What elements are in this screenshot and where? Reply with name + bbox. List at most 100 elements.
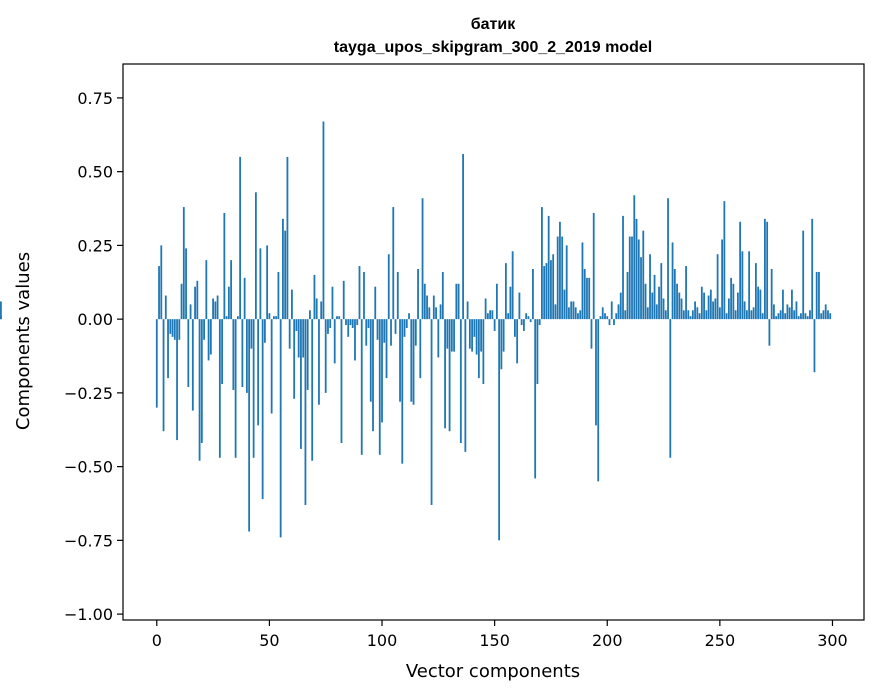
bar-174: [547, 215, 550, 320]
bar-279: [784, 313, 787, 320]
bar-99: [378, 319, 381, 455]
chart-title: батик: [471, 16, 516, 33]
bar-210: [628, 236, 631, 320]
bar-203: [613, 319, 615, 326]
bar-205: [617, 304, 620, 320]
bar-143: [477, 319, 480, 379]
y-tick-label: −1.00: [64, 605, 113, 624]
bar-106: [394, 319, 397, 334]
bar-218: [646, 307, 649, 320]
bar-35: [234, 319, 237, 458]
bar-166: [529, 319, 532, 323]
bar-168: [534, 319, 537, 479]
bar-163: [523, 319, 525, 331]
bar-228: [669, 319, 672, 458]
bar-96: [372, 319, 374, 432]
bar-45: [257, 319, 260, 426]
bar-72: [318, 319, 320, 405]
bar-8: [173, 319, 176, 340]
bar-197: [599, 316, 602, 320]
bar-213: [635, 218, 638, 320]
x-tick-label: 250: [705, 631, 736, 650]
bar-223: [658, 286, 660, 320]
bar-44: [254, 192, 257, 320]
bar-115: [414, 319, 417, 346]
bar-208: [624, 310, 627, 320]
bar-127: [441, 271, 444, 320]
bar-28: [218, 319, 221, 458]
bar-60: [291, 289, 293, 320]
bar-94: [367, 319, 370, 328]
bar-167: [532, 269, 534, 320]
bar-124: [435, 307, 437, 320]
bar-54: [277, 271, 280, 320]
bar-13: [185, 248, 187, 320]
y-axis-label: Components values: [13, 252, 34, 430]
bar-130: [448, 319, 451, 432]
bar-89: [356, 319, 359, 326]
bar-88: [354, 319, 356, 361]
bar-30: [223, 212, 226, 320]
bar-153: [500, 319, 503, 370]
bar-250: [718, 307, 721, 320]
bar-256: [732, 283, 735, 320]
bar-125: [437, 319, 440, 358]
bar-169: [536, 319, 539, 385]
bar-160: [516, 319, 519, 364]
bar-289: [806, 316, 809, 320]
bar-120: [426, 295, 428, 320]
x-tick-label: 100: [367, 631, 398, 650]
bar-187: [577, 313, 579, 320]
bar-140: [471, 319, 473, 352]
bar-206: [619, 292, 622, 320]
bar-193: [590, 319, 593, 349]
bar-189: [581, 242, 584, 320]
bar-111: [405, 319, 408, 328]
bar-42: [250, 319, 253, 349]
y-tick-label: 0.75: [77, 89, 113, 108]
bar-117: [419, 319, 422, 379]
bar-192: [588, 277, 591, 320]
bar-47: [261, 319, 264, 500]
bar-31: [225, 316, 228, 320]
bar-241: [698, 313, 701, 320]
x-axis-ticks: 0 50 100 150 200 250 300: [152, 620, 848, 650]
bar-84: [345, 319, 347, 326]
bar-184: [570, 301, 573, 320]
bar-239: [694, 301, 696, 320]
bar-233: [680, 298, 683, 320]
x-tick-label: 200: [592, 631, 623, 650]
bar-97: [374, 286, 377, 320]
bar-214: [637, 239, 640, 320]
bar-270: [764, 218, 766, 320]
bar-272: [768, 319, 771, 346]
bar-118: [421, 198, 424, 320]
bar-156: [507, 313, 510, 320]
bar-260: [741, 251, 744, 320]
bar-75: [324, 319, 327, 393]
bar-38: [241, 319, 244, 387]
bar-63: [297, 319, 300, 358]
bar-undefined: [0, 301, 2, 320]
bar-237: [689, 316, 692, 320]
bar-102: [385, 319, 388, 379]
bar-209: [626, 271, 629, 320]
bar-83: [342, 280, 345, 320]
bar-79: [333, 319, 336, 364]
bar-151: [495, 283, 498, 320]
bar-170: [538, 319, 541, 326]
bar-46: [259, 248, 262, 320]
x-tick-label: 300: [817, 631, 848, 650]
bar-180: [561, 236, 564, 320]
bar-112: [408, 313, 410, 320]
bar-165: [527, 316, 530, 320]
bar-78: [331, 286, 334, 320]
bar-262: [745, 310, 748, 320]
bar-286: [800, 313, 802, 320]
bar-22: [205, 260, 208, 320]
bar-93: [365, 319, 368, 346]
bar-16: [191, 319, 194, 411]
bar-52: [273, 316, 275, 320]
bar-267: [757, 286, 760, 320]
